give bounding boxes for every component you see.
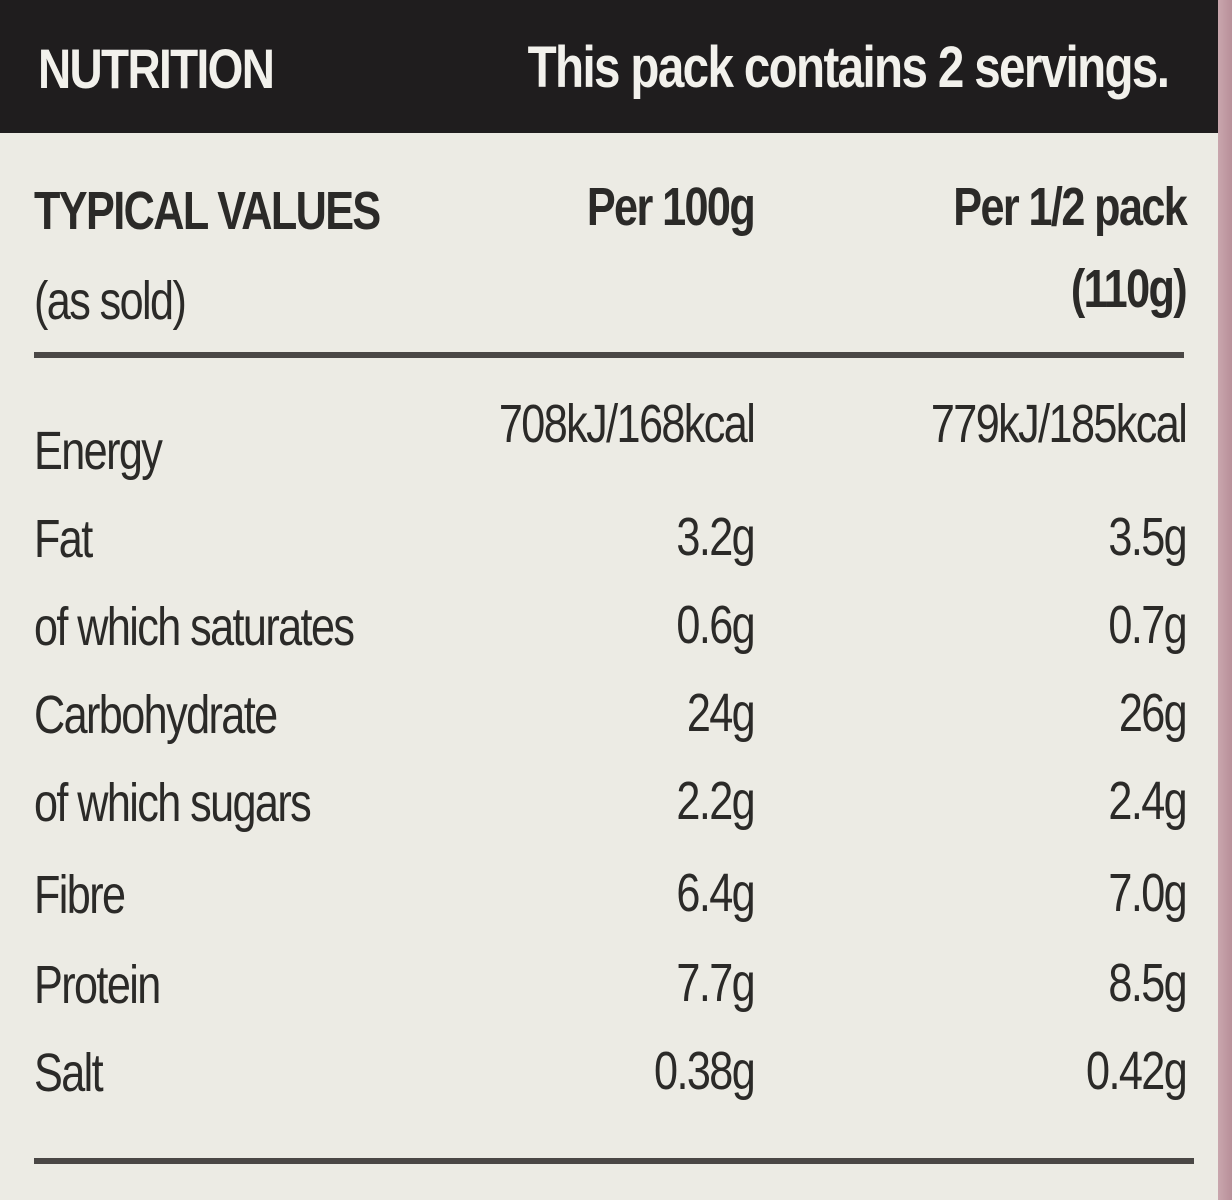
row-energy-perhalf: 779kJ/185kcal (930, 394, 1188, 454)
row-name-protein: Protein (34, 955, 161, 1015)
row-fat-per100: 3.2g (676, 507, 755, 567)
row-energy-per100: 708kJ/168kcal (498, 394, 756, 454)
divider-bottom (34, 1158, 1194, 1164)
row-name-carbohydrate: Carbohydrate (34, 685, 278, 745)
row-fibre-perhalf: 7.0g (1108, 863, 1187, 923)
row-name-sugars: of which sugars (34, 773, 312, 833)
row-carbohydrate-per100: 24g (686, 683, 756, 743)
row-fat-perhalf: 3.5g (1108, 507, 1187, 567)
row-name-energy: Energy (34, 421, 163, 481)
per-half-pack-weight: (110g) (1070, 259, 1188, 319)
row-saturates-per100: 0.6g (676, 595, 755, 655)
header-band: NUTRITION This pack contains 2 servings. (0, 0, 1218, 133)
row-sugars-perhalf: 2.4g (1108, 771, 1187, 831)
divider-top (34, 352, 1184, 358)
per-100g-heading: Per 100g (586, 177, 756, 237)
row-fibre-per100: 6.4g (676, 863, 755, 923)
row-sugars-per100: 2.2g (676, 771, 755, 831)
row-salt-perhalf: 0.42g (1085, 1041, 1188, 1101)
servings-text: This pack contains 2 servings. (527, 35, 1169, 100)
as-sold-note: (as sold) (34, 271, 187, 331)
per-half-pack-heading: Per 1/2 pack (953, 177, 1188, 237)
row-saturates-perhalf: 0.7g (1108, 595, 1187, 655)
row-name-fat: Fat (34, 509, 93, 569)
typical-values-heading: TYPICAL VALUES (34, 181, 381, 241)
row-protein-perhalf: 8.5g (1108, 953, 1187, 1013)
row-protein-per100: 7.7g (676, 953, 755, 1013)
packaging-edge (1218, 0, 1232, 1200)
row-name-saturates: of which saturates (34, 597, 355, 657)
row-name-salt: Salt (34, 1043, 104, 1103)
row-salt-per100: 0.38g (653, 1041, 756, 1101)
row-name-fibre: Fibre (34, 865, 126, 925)
header-title: NUTRITION (38, 37, 275, 100)
row-carbohydrate-perhalf: 26g (1118, 683, 1188, 743)
